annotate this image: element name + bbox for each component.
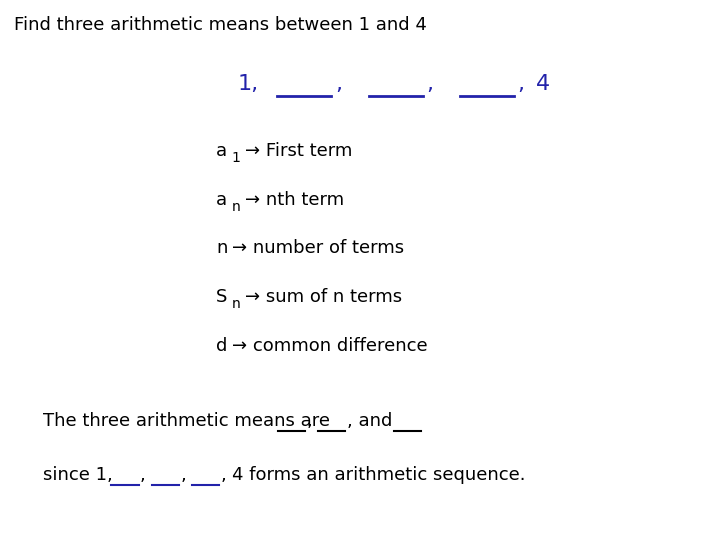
Text: ,: , <box>181 466 186 484</box>
Text: ,: , <box>140 466 145 484</box>
Text: → sum of n terms: → sum of n terms <box>245 288 402 306</box>
Text: , and: , and <box>347 412 393 430</box>
Text: n: n <box>232 200 240 214</box>
Text: ,: , <box>518 73 525 94</box>
Text: d: d <box>216 336 228 355</box>
Text: → First term: → First term <box>245 142 352 160</box>
Text: 4: 4 <box>536 73 550 94</box>
Text: ,: , <box>335 73 342 94</box>
Text: a: a <box>216 191 227 209</box>
Text: 1,: 1, <box>238 73 258 94</box>
Text: ,: , <box>426 73 433 94</box>
Text: S: S <box>216 288 228 306</box>
Text: Find three arithmetic means between 1 and 4: Find three arithmetic means between 1 an… <box>14 16 427 34</box>
Text: → nth term: → nth term <box>245 191 344 209</box>
Text: since 1,: since 1, <box>43 466 113 484</box>
Text: ,: , <box>307 412 312 430</box>
Text: n: n <box>216 239 228 258</box>
Text: The three arithmetic means are: The three arithmetic means are <box>43 412 330 430</box>
Text: → common difference: → common difference <box>232 336 428 355</box>
Text: 1: 1 <box>232 151 240 165</box>
Text: 4 forms an arithmetic sequence.: 4 forms an arithmetic sequence. <box>232 466 526 484</box>
Text: ,: , <box>220 466 226 484</box>
Text: a: a <box>216 142 227 160</box>
Text: n: n <box>232 297 240 311</box>
Text: → number of terms: → number of terms <box>232 239 404 258</box>
